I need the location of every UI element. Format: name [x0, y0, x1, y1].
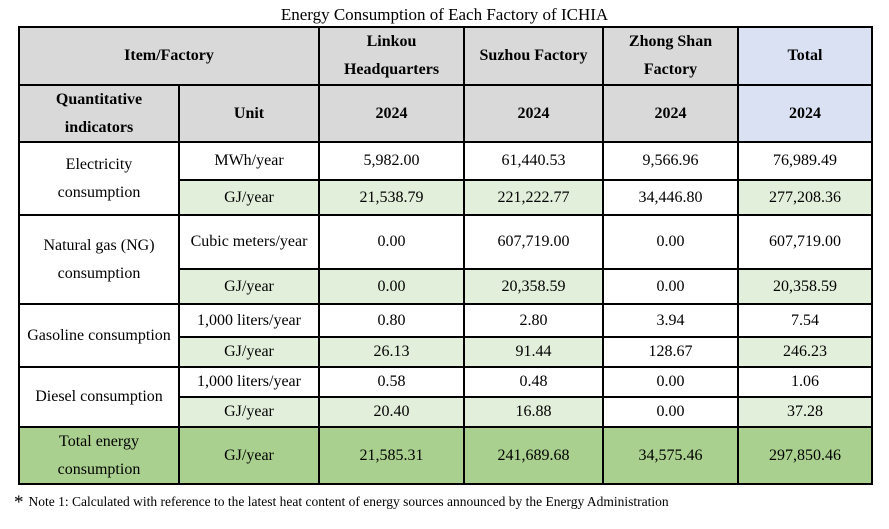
value-cell: 61,440.53 [463, 141, 605, 182]
value-cell: 0.00 [602, 396, 740, 429]
value-cell: 0.48 [463, 366, 605, 399]
row-electricity-mwh: Electricity consumption MWh/year 5,982.0… [18, 141, 874, 217]
value-cell: 607,719.00 [463, 214, 605, 271]
value-cell: 9,566.96 [602, 141, 740, 182]
unit-cell: GJ/year [177, 336, 321, 369]
row-label-total-energy: Total energy consumption [18, 426, 180, 486]
value-cell: 3.94 [602, 303, 740, 339]
value-cell: 246.23 [737, 336, 874, 369]
value-cell: 1.06 [737, 366, 874, 399]
page-title: Energy Consumption of Each Factory of IC… [280, 5, 609, 24]
value-cell: 76,989.49 [737, 141, 874, 182]
row-natural-gas-gj: GJ/year 0.00 20,358.59 0.00 20,358.59 [19, 268, 874, 306]
footnote: * Note 1: Calculated with reference to th… [14, 492, 889, 513]
header-unit: Unit [177, 83, 321, 144]
row-label-natural-gas: Natural gas (NG) consumption [18, 214, 180, 306]
value-cell: 5,982.00 [318, 141, 466, 182]
value-cell: 20,358.59 [463, 268, 605, 306]
value-cell: 91.44 [463, 336, 605, 369]
value-cell: 0.00 [602, 268, 740, 306]
value-cell: 241,689.68 [463, 426, 605, 486]
header-year-zhongshan: 2024 [602, 83, 740, 144]
header-row-years: Quantitative indicators Unit 2024 2024 2… [18, 83, 874, 144]
header-zhongshan-factory: Zhong Shan Factory [602, 26, 740, 86]
row-diesel-gj: GJ/year 20.40 16.88 0.00 37.28 [19, 396, 874, 429]
value-cell: 34,575.46 [602, 426, 740, 486]
header-total: Total [737, 26, 874, 86]
value-cell: 0.00 [602, 214, 740, 271]
value-cell: 0.80 [318, 303, 466, 339]
row-label-gasoline: Gasoline consumption [18, 303, 180, 369]
unit-cell: GJ/year [177, 426, 321, 486]
header-item-factory: Item/Factory [17, 26, 321, 86]
row-electricity-gj: GJ/year 21,538.79 221,222.77 34,446.80 2… [19, 179, 874, 217]
unit-cell: MWh/year [177, 141, 321, 182]
header-year-suzhou: 2024 [463, 83, 605, 144]
row-label-electricity: Electricity consumption [18, 141, 180, 217]
value-cell: 21,585.31 [318, 426, 466, 486]
row-gasoline-liters: Gasoline consumption 1,000 liters/year 0… [18, 303, 874, 369]
header-row-factories: Item/Factory Linkou Headquarters Suzhou … [17, 26, 874, 86]
header-suzhou-factory: Suzhou Factory [463, 26, 605, 86]
value-cell: 0.00 [602, 366, 740, 399]
value-cell: 2.80 [463, 303, 605, 339]
value-cell: 7.54 [737, 303, 874, 339]
value-cell: 37.28 [737, 396, 874, 429]
value-cell: 16.88 [463, 396, 605, 429]
value-cell: 221,222.77 [463, 179, 605, 217]
value-cell: 607,719.00 [737, 214, 874, 271]
value-cell: 297,850.46 [737, 426, 874, 486]
footnote-asterisk: * [14, 492, 24, 514]
header-year-linkou: 2024 [318, 83, 466, 144]
energy-consumption-table: Item/Factory Linkou Headquarters Suzhou … [17, 26, 874, 486]
value-cell: 0.00 [318, 268, 466, 306]
value-cell: 0.58 [318, 366, 466, 399]
row-label-diesel: Diesel consumption [18, 366, 180, 429]
value-cell: 20,358.59 [737, 268, 874, 306]
value-cell: 128.67 [602, 336, 740, 369]
header-year-total: 2024 [737, 83, 874, 144]
row-total-energy: Total energy consumption GJ/year 21,585.… [18, 426, 874, 486]
unit-cell: GJ/year [177, 396, 321, 429]
value-cell: 277,208.36 [737, 179, 874, 217]
unit-cell: 1,000 liters/year [177, 366, 321, 399]
footnote-text: Note 1: Calculated with reference to the… [28, 494, 669, 510]
row-gasoline-gj: GJ/year 26.13 91.44 128.67 246.23 [19, 336, 874, 369]
value-cell: 21,538.79 [318, 179, 466, 217]
unit-cell: GJ/year [177, 268, 321, 306]
row-natural-gas-volume: Natural gas (NG) consumption Cubic meter… [18, 214, 874, 306]
value-cell: 26.13 [318, 336, 466, 369]
row-diesel-liters: Diesel consumption 1,000 liters/year 0.5… [18, 366, 874, 429]
value-cell: 0.00 [318, 214, 466, 271]
unit-cell: GJ/year [177, 179, 321, 217]
unit-cell: Cubic meters/year [177, 214, 321, 271]
value-cell: 20.40 [318, 396, 466, 429]
header-quantitative-indicators: Quantitative indicators [18, 83, 180, 144]
value-cell: 34,446.80 [602, 179, 740, 217]
unit-cell: 1,000 liters/year [177, 303, 321, 339]
header-linkou-headquarters: Linkou Headquarters [318, 26, 466, 86]
